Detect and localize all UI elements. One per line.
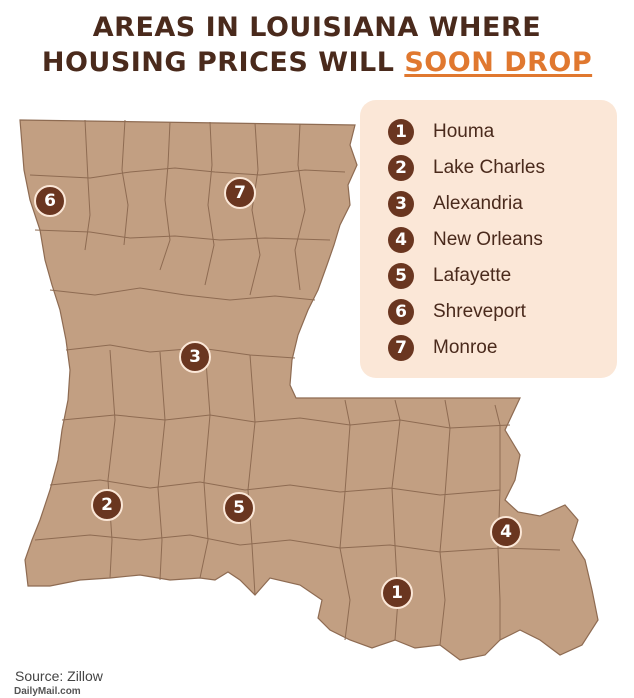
marker-shreveport[interactable]: 6: [34, 185, 66, 217]
legend-number: 6: [388, 299, 414, 325]
map-title: AREAS IN LOUISIANA WHERE HOUSING PRICES …: [0, 10, 634, 80]
legend-label: Lake Charles: [433, 157, 545, 178]
legend-label: Lafayette: [433, 265, 512, 286]
legend-label: Shreveport: [433, 301, 526, 322]
legend-item-new-orleans: 4 New Orleans: [388, 226, 543, 254]
legend-number: 7: [388, 335, 414, 361]
marker-new-orleans[interactable]: 4: [490, 516, 522, 548]
title-line-2-prefix: HOUSING PRICES WILL: [41, 47, 405, 78]
title-line-1: AREAS IN LOUISIANA WHERE: [92, 12, 542, 43]
legend-item-houma: 1 Houma: [388, 118, 494, 146]
credit-watermark: DailyMail.com: [14, 686, 81, 697]
legend-item-lafayette: 5 Lafayette: [388, 262, 511, 290]
legend-label: Houma: [433, 121, 495, 142]
marker-lake-charles[interactable]: 2: [91, 489, 123, 521]
legend-label: New Orleans: [433, 229, 543, 250]
legend-number: 5: [388, 263, 414, 289]
source-note: Source: Zillow: [15, 668, 103, 684]
legend-number: 3: [388, 191, 414, 217]
legend-label: Monroe: [433, 337, 498, 358]
marker-lafayette[interactable]: 5: [223, 492, 255, 524]
legend-label: Alexandria: [433, 193, 523, 214]
title-highlight: SOON DROP: [404, 47, 593, 78]
legend-number: 1: [388, 119, 414, 145]
legend-item-alexandria: 3 Alexandria: [388, 190, 523, 218]
marker-alexandria[interactable]: 3: [179, 341, 211, 373]
marker-houma[interactable]: 1: [381, 577, 413, 609]
legend-number: 4: [388, 227, 414, 253]
legend-item-shreveport: 6 Shreveport: [388, 298, 526, 326]
legend-item-monroe: 7 Monroe: [388, 334, 497, 362]
legend-panel: 1 Houma 2 Lake Charles 3 Alexandria 4 Ne…: [360, 100, 617, 378]
title-line-2: HOUSING PRICES WILL SOON DROP: [0, 45, 634, 80]
legend-number: 2: [388, 155, 414, 181]
legend-item-lake-charles: 2 Lake Charles: [388, 154, 545, 182]
marker-monroe[interactable]: 7: [224, 177, 256, 209]
parish-lines: [29, 119, 561, 646]
